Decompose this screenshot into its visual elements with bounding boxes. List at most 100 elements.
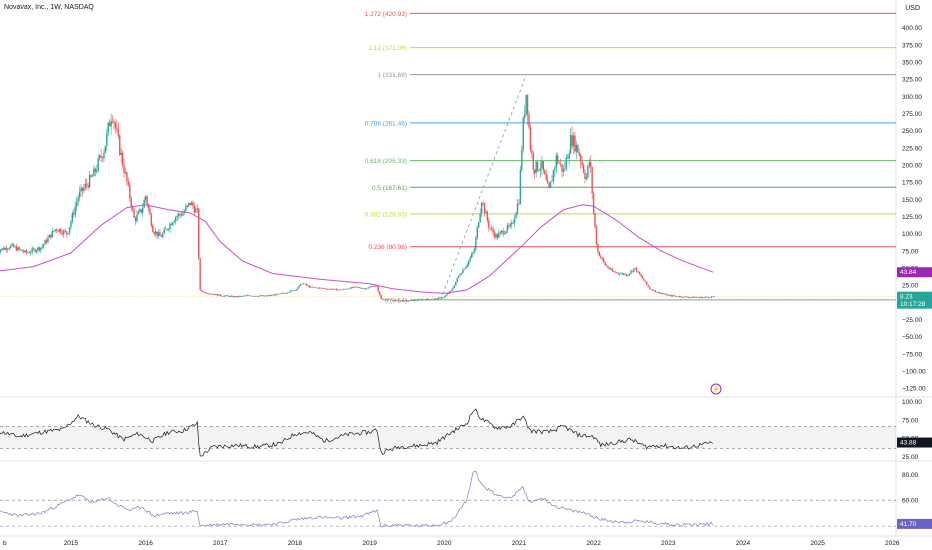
currency-label[interactable]: USD [905,5,920,12]
candle-body [565,157,568,169]
candle-body [162,233,164,238]
candle-body [587,165,589,178]
price-axis[interactable]: 400.00 375.00 350.00 325.00 300.00 275.00 250.… [897,25,932,531]
osc-value-badge: 41.70 [897,518,932,529]
candle-body [578,152,580,156]
candle-body [373,285,375,287]
candle-body [393,300,395,301]
candle-body [598,251,601,257]
rsi-pane[interactable] [0,408,896,457]
fibonacci-retracement[interactable]: 1.272 (420.93) 1.12 (371.06) 1 (331.68) 0.7… [0,11,896,305]
candle-body [628,273,631,275]
candle-body [536,161,539,171]
candle-body [93,168,95,177]
candle-body [518,203,520,205]
candle-body [511,222,513,225]
candle-body [67,233,69,235]
time-tick-label: 2018 [288,540,303,547]
candle-body [322,288,325,289]
candle-body [113,121,115,123]
candle-body [206,293,209,294]
candle-body [386,299,388,301]
candle-body [614,271,616,273]
candle-body [697,297,700,299]
candle-body [40,247,42,251]
candle-body [225,295,227,296]
price-tick-label: 250.00 [902,128,922,135]
candle-body [334,288,336,290]
candle-body [620,273,622,275]
candle-body [119,135,121,155]
candle-body [646,281,648,285]
candle-body [635,267,638,272]
candle-body [65,231,68,235]
candle-body [538,170,540,171]
candle-body [289,290,292,293]
candle-body [134,217,137,222]
candle-body [687,297,690,298]
candle-body [575,144,578,152]
candle-body [229,296,232,297]
candle-body [53,230,55,232]
candle-body [17,247,19,251]
candle-body [640,274,642,277]
candle-body [513,218,516,223]
candle-body [177,213,180,217]
candle-body [213,294,216,295]
candle-body [221,295,223,297]
candle-body [531,149,533,154]
candle-body [358,287,361,289]
candle-body [159,232,161,237]
candle-body [689,297,691,298]
candle-body [447,293,450,294]
candle-body [209,293,211,295]
candle-body [196,208,198,210]
candle-body [621,273,624,275]
candle-body [496,234,499,238]
candle-body [485,211,487,213]
candle-body [434,298,437,300]
candle-body [320,287,322,289]
candle-body [58,229,61,232]
symbol-title[interactable]: Novavax, Inc., 1W, NASDAQ [4,4,94,11]
candle-body [528,114,530,128]
candle-body [97,158,99,171]
candle-body [28,252,30,254]
price-tick-label: 100.00 [902,231,922,238]
candle-body [345,288,348,290]
candle-body [0,249,2,252]
lightning-icon[interactable]: ⚡ [710,383,722,395]
osc-value-badge-text: 41.70 [900,521,917,528]
candle-body [195,208,197,213]
candle-body [101,157,104,159]
candle-body [648,286,651,289]
candle-body [647,284,649,287]
candle-body [641,276,644,279]
oscillator-pane[interactable] [0,470,896,528]
fib-level-label: 0.382 (128.83) [365,211,407,218]
candle-body [429,299,431,300]
candle-body [50,234,52,238]
candle-body [192,202,194,207]
candle-body [88,175,91,188]
candle-body [546,180,549,184]
price-pane[interactable]: ⚡ [0,94,722,395]
candle-body [450,289,453,291]
price-tick-label: 300.00 [902,94,922,101]
fib-level-label: 1.12 (371.06) [368,45,407,52]
candle-body [153,232,155,234]
candle-body [615,272,618,273]
candle-body [21,249,23,252]
time-axis[interactable]: b 2015 2016 2017 2018 2019 2020 2021 2022 2023 202… [3,540,900,547]
candle-body [335,288,338,291]
candle-body [569,134,572,154]
candle-body [651,289,654,291]
candle-body [210,293,213,295]
candle-body [84,183,86,188]
candle-body [351,287,354,288]
candle-body [327,289,329,290]
candle-body [223,295,226,297]
candle-body [460,273,463,275]
candle-body [378,291,381,295]
